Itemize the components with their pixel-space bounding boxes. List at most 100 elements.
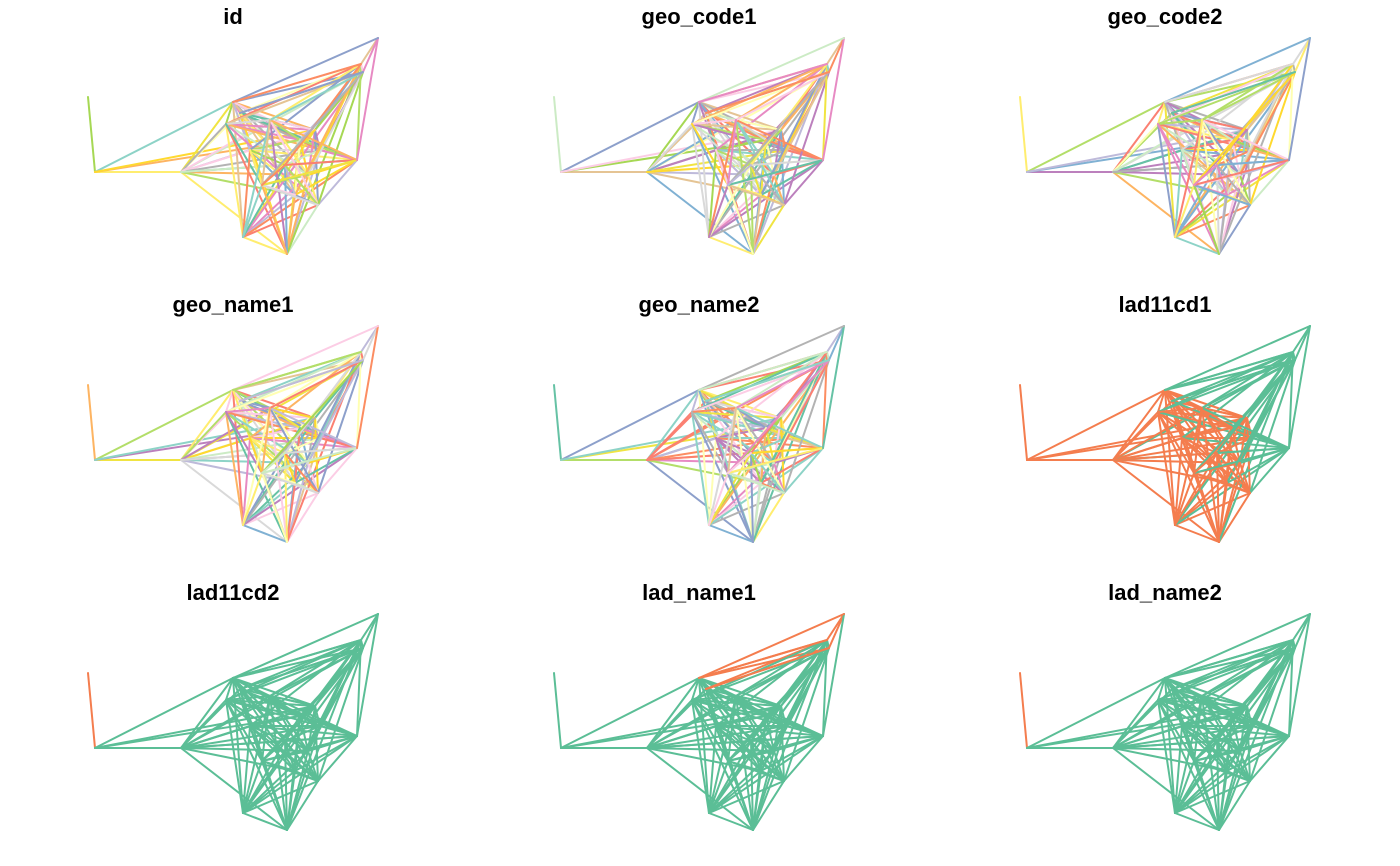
network-edge xyxy=(180,171,309,176)
network-edge xyxy=(1112,699,1159,749)
network-edge xyxy=(1218,351,1294,543)
network-edge xyxy=(691,119,737,125)
network-edge xyxy=(750,725,787,742)
network-edge xyxy=(1216,164,1251,206)
network-edge xyxy=(261,407,271,474)
network-edge xyxy=(691,639,828,701)
network-edge xyxy=(242,695,271,814)
network-edge xyxy=(180,411,227,461)
network-edge xyxy=(691,411,729,474)
network-edge xyxy=(727,71,830,186)
network-edge xyxy=(1181,427,1233,439)
network-edge xyxy=(317,447,358,494)
network-edge xyxy=(1026,417,1248,461)
network-edge xyxy=(780,417,785,494)
network-edge xyxy=(242,119,271,238)
panel-lad11cd1: lad11cd1 xyxy=(932,288,1398,576)
network-edge xyxy=(735,119,754,255)
network-edge xyxy=(87,672,96,749)
network-edge xyxy=(773,174,785,206)
network-edge xyxy=(225,699,288,831)
network-edge xyxy=(317,735,358,782)
network-edge xyxy=(284,735,358,742)
network-edge xyxy=(735,407,824,449)
network-edge xyxy=(1174,407,1203,526)
network-edge xyxy=(691,123,710,238)
network-edge xyxy=(735,407,782,419)
network-edge xyxy=(1157,639,1294,701)
network-edge xyxy=(691,699,729,762)
network-edge xyxy=(180,101,234,173)
network-edge xyxy=(1164,101,1248,131)
network-edge xyxy=(180,123,227,173)
network-edge xyxy=(1193,184,1251,206)
network-edge xyxy=(314,705,319,782)
network-edge xyxy=(1218,482,1228,543)
network-edge xyxy=(780,705,785,782)
network-edge xyxy=(269,639,362,697)
network-edge xyxy=(708,174,775,238)
network-edge xyxy=(1193,407,1203,474)
network-edge xyxy=(225,119,271,125)
network-edge xyxy=(715,139,767,151)
network-edge xyxy=(1239,462,1251,494)
network-edge xyxy=(708,437,717,526)
network-edge xyxy=(1193,119,1203,186)
network-edge xyxy=(1181,715,1233,727)
network-edge xyxy=(1249,447,1290,494)
network-edge xyxy=(249,149,263,186)
network-edge xyxy=(1164,389,1248,419)
network-edge xyxy=(356,325,379,449)
network-edge xyxy=(1112,459,1220,543)
network-edge xyxy=(1174,472,1195,526)
network-edge xyxy=(1251,725,1290,737)
network-edge xyxy=(553,384,562,461)
network-edge xyxy=(261,472,319,494)
network-edge xyxy=(286,482,296,543)
network-edge xyxy=(727,472,754,543)
network-edge xyxy=(1157,119,1203,125)
network-edge xyxy=(708,812,754,831)
network-edge xyxy=(1157,677,1166,701)
network-edge xyxy=(1019,672,1028,749)
network-edge xyxy=(750,437,787,454)
network-edge xyxy=(780,129,785,206)
network-edge xyxy=(727,472,785,494)
network-edge xyxy=(1216,735,1290,742)
network-edge xyxy=(735,63,828,121)
network-edge xyxy=(773,462,785,494)
network-edge xyxy=(1193,447,1290,474)
network-edge xyxy=(691,677,700,701)
network-edge xyxy=(1157,389,1166,413)
network-edge xyxy=(691,389,700,413)
network-edge xyxy=(1294,325,1311,361)
panel-id: id xyxy=(0,0,466,288)
network-edge xyxy=(307,359,364,464)
network-map xyxy=(87,613,379,831)
network-edge xyxy=(261,647,364,762)
network-edge xyxy=(242,524,288,543)
network-edge xyxy=(1174,695,1203,814)
network-edge xyxy=(319,725,358,737)
network-edge xyxy=(94,705,316,749)
network-edge xyxy=(261,760,288,831)
network-edge xyxy=(785,725,824,737)
network-edge xyxy=(1164,101,1203,121)
network-edge xyxy=(284,452,296,484)
network-edge xyxy=(284,740,296,772)
network-edge xyxy=(1174,119,1203,238)
network-edge xyxy=(691,101,700,125)
network-edge xyxy=(735,407,754,543)
network-edge xyxy=(783,647,830,782)
network-edge xyxy=(242,184,263,238)
network-edge xyxy=(1171,71,1296,114)
network-edge xyxy=(1216,725,1253,742)
network-edge xyxy=(356,613,379,737)
network-edge xyxy=(646,747,775,752)
network-edge xyxy=(307,462,319,494)
network-edge xyxy=(261,695,271,762)
network-edge xyxy=(1249,735,1290,782)
network-edge xyxy=(261,760,319,782)
network-edge xyxy=(286,194,296,255)
network-edge xyxy=(1216,447,1290,454)
